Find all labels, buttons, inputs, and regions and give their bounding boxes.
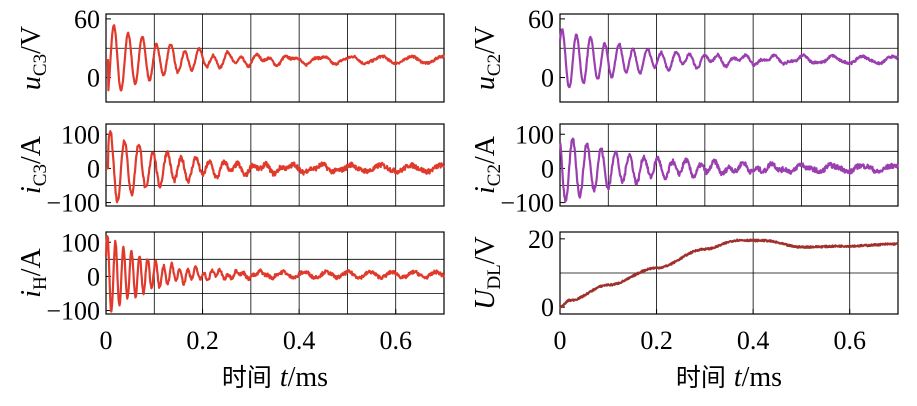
x-tick-label: 0.4: [737, 326, 770, 355]
x-label-unit: /ms: [742, 362, 782, 393]
plot-frame: [105, 231, 445, 315]
y-label-var: u: [470, 76, 501, 90]
y-label-subscript: C3: [30, 54, 51, 76]
y-label-var: U: [470, 288, 501, 310]
y-tick-label: 0: [541, 64, 554, 93]
y-label-subscript: C2: [484, 164, 505, 186]
y-tick-label: −100: [46, 297, 100, 326]
y-label-var: i: [16, 186, 47, 194]
y-axis-label: uC3/V: [16, 26, 51, 90]
plot-frame: [105, 13, 445, 103]
y-tick-label: 60: [528, 5, 554, 34]
x-tick-label: 0.2: [640, 326, 673, 355]
series-line-uc3: [105, 24, 445, 92]
y-axis-label: iC3/A: [16, 135, 51, 194]
plot-frame: [559, 231, 899, 315]
y-tick-label: 100: [61, 120, 100, 149]
x-axis-label: 时间 t/ms: [222, 362, 328, 393]
x-tick-label: 0.6: [833, 326, 866, 355]
x-label-prefix: 时间: [676, 363, 734, 392]
chart-udl: 20 0 UDL/V 0 0.2 0.4 0.6 时间 t/ms: [470, 225, 899, 393]
y-tick-label: 0: [541, 293, 554, 322]
plot-frame: [559, 13, 899, 103]
y-label-subscript: H: [30, 276, 51, 290]
x-label-prefix: 时间: [222, 363, 280, 392]
x-tick-label: 0.2: [186, 326, 219, 355]
y-label-unit: /V: [16, 26, 47, 54]
y-axis-label: iC2/A: [470, 135, 505, 194]
x-label-unit: /ms: [288, 362, 328, 393]
x-axis-label: 时间 t/ms: [676, 362, 782, 393]
y-tick-label: 0: [87, 262, 100, 291]
y-label-unit: /A: [470, 135, 501, 164]
series-line-ic2: [558, 137, 899, 203]
y-tick-label: −100: [500, 189, 554, 218]
y-label-var: u: [16, 76, 47, 90]
y-tick-label: −100: [46, 189, 100, 218]
y-tick-label: 100: [61, 228, 100, 257]
x-tick-label: 0: [554, 326, 567, 355]
y-label-subscript: C2: [484, 54, 505, 76]
y-tick-label: 0: [87, 154, 100, 183]
y-axis-label: uC2/V: [470, 26, 505, 90]
y-label-subscript: DL: [484, 264, 505, 289]
series-line-udl: [559, 238, 899, 309]
y-label-subscript: C3: [30, 164, 51, 186]
x-label-var: t: [734, 362, 743, 393]
y-label-unit: /A: [16, 135, 47, 164]
y-axis-label: iH/A: [16, 247, 51, 297]
y-label-unit: /V: [470, 26, 501, 54]
y-label-var: i: [16, 290, 47, 298]
y-label-unit: /A: [16, 247, 47, 276]
y-tick-label: 100: [515, 120, 554, 149]
y-tick-label: 60: [74, 5, 100, 34]
y-axis-label: UDL/V: [470, 236, 505, 310]
y-tick-label: 0: [541, 154, 554, 183]
chart-uc3: 60 0 uC3/V: [16, 5, 445, 103]
chart-uc2: 60 0 uC2/V: [470, 5, 899, 103]
x-tick-label: 0: [100, 326, 113, 355]
series-line-ih: [104, 235, 446, 313]
y-label-unit: /V: [470, 236, 501, 264]
x-tick-label: 0.4: [283, 326, 316, 355]
plot-frame: [105, 123, 445, 207]
y-label-var: i: [470, 186, 501, 194]
x-label-var: t: [280, 362, 289, 393]
y-tick-label: 0: [87, 64, 100, 93]
y-tick-label: 20: [528, 225, 554, 254]
series-line-uc2: [558, 28, 899, 89]
x-tick-label: 0.6: [379, 326, 412, 355]
series-line-ic3: [105, 130, 445, 204]
